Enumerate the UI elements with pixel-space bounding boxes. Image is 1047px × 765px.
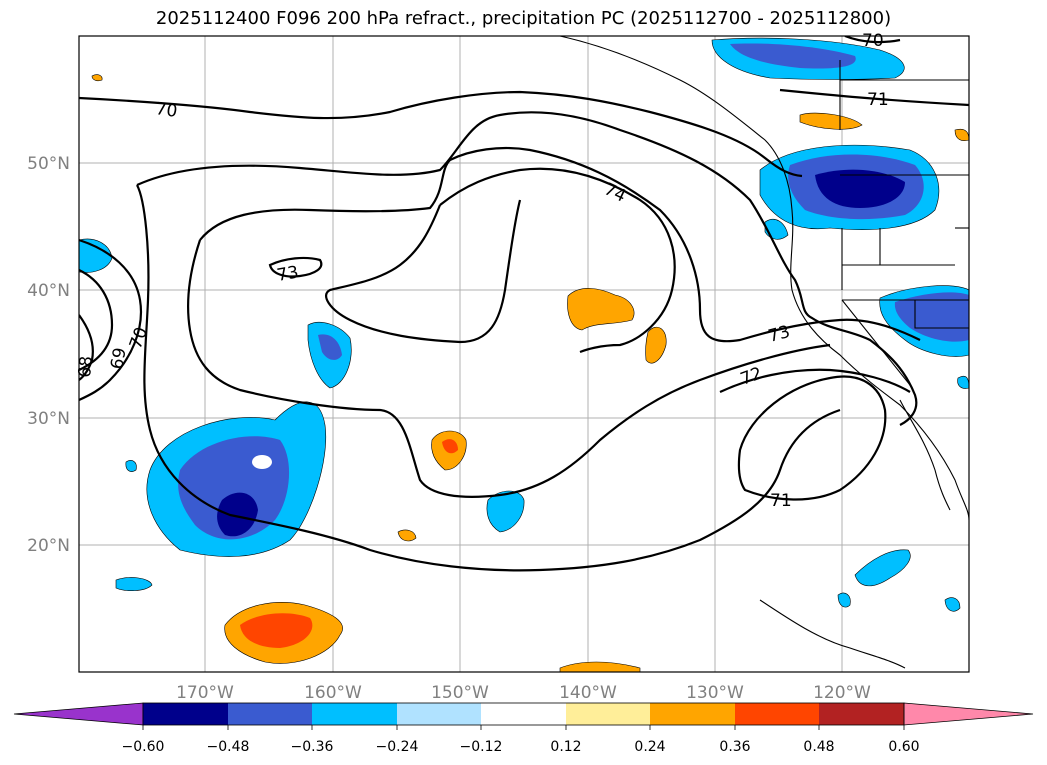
- lon-label: 170°W: [176, 683, 234, 703]
- lon-label: 130°W: [686, 683, 744, 703]
- precip-negative: [79, 37, 969, 612]
- colorbar: −0.60 −0.48 −0.36 −0.24 −0.12 0.12 0.24 …: [13, 702, 1034, 755]
- lat-label: 20°N: [27, 536, 70, 556]
- colorbar-tick: −0.36: [291, 739, 334, 755]
- colorbar-tick: −0.48: [207, 739, 250, 755]
- latitude-labels: 50°N 40°N 30°N 20°N: [27, 154, 70, 556]
- contour-label: 70: [862, 31, 884, 51]
- colorbar-bin: [228, 703, 312, 725]
- precip-positive: [91, 74, 969, 672]
- colorbar-frame: [142, 702, 905, 726]
- contour-70-west: [79, 238, 143, 402]
- colorbar-bin: [143, 703, 228, 725]
- contour-label: 70: [154, 99, 178, 122]
- contour-72: [719, 368, 911, 393]
- lon-label: 140°W: [559, 683, 617, 703]
- contours: [79, 36, 969, 572]
- contour-74: [325, 167, 676, 354]
- lat-label: 50°N: [27, 154, 70, 174]
- colorbar-bin: [735, 703, 819, 725]
- colorbar-bin: [819, 703, 904, 725]
- plot-area: [79, 36, 969, 672]
- map-title: 2025112400 F096 200 hPa refract., precip…: [155, 8, 892, 29]
- contour-label: 71: [770, 491, 792, 511]
- contour-68-west: [79, 314, 94, 381]
- contour-label: 69: [107, 346, 130, 371]
- precip-area-south: [486, 490, 525, 533]
- lon-label: 160°W: [304, 683, 362, 703]
- colorbar-bin: [397, 703, 481, 725]
- colorbar-tick: −0.24: [376, 739, 419, 755]
- longitude-labels: 170°W 160°W 150°W 140°W 130°W 120°W: [176, 683, 871, 703]
- precip-area-dateline: [115, 577, 153, 591]
- lat-label: 40°N: [27, 281, 70, 301]
- contour-label: 68: [75, 355, 97, 378]
- plot-frame: [78, 35, 970, 673]
- lat-label: 30°N: [27, 409, 70, 429]
- colorbar-extend-low: [13, 702, 144, 726]
- colorbar-bin: [650, 703, 735, 725]
- precip-area-west-edge: [79, 238, 113, 273]
- contour-label: 73: [275, 262, 300, 285]
- colorbar-tick: −0.60: [122, 739, 165, 755]
- colorbar-bin: [481, 703, 566, 725]
- contour-label: 71: [867, 90, 889, 110]
- colorbar-tick: 0.36: [719, 739, 750, 755]
- colorbar-tick: 0.60: [888, 739, 919, 755]
- colorbar-bin: [566, 703, 650, 725]
- precip-area-southeast: [854, 549, 911, 587]
- colorbar-tick: −0.12: [460, 739, 503, 755]
- contour-70-north: [79, 90, 803, 178]
- lon-label: 150°W: [431, 683, 489, 703]
- colorbar-tick: 0.24: [634, 739, 665, 755]
- colorbar-tick: 0.48: [803, 739, 834, 755]
- contour-71-south: [737, 375, 887, 501]
- colorbar-bin: [312, 703, 397, 725]
- lon-label: 120°W: [813, 683, 871, 703]
- colorbar-extend-high: [903, 702, 1034, 726]
- precip-area-northeast-pacific: [567, 288, 635, 331]
- colorbar-tick: 0.12: [550, 739, 581, 755]
- contour-outer: [136, 111, 918, 572]
- contour-73: [186, 146, 921, 498]
- map-layers: [79, 36, 969, 672]
- contour-70-alaska: [844, 36, 901, 44]
- coastlines: [559, 36, 969, 669]
- contour-71-north: [779, 88, 969, 107]
- contour-73-small: [268, 256, 323, 278]
- contour-69-west: [79, 269, 114, 371]
